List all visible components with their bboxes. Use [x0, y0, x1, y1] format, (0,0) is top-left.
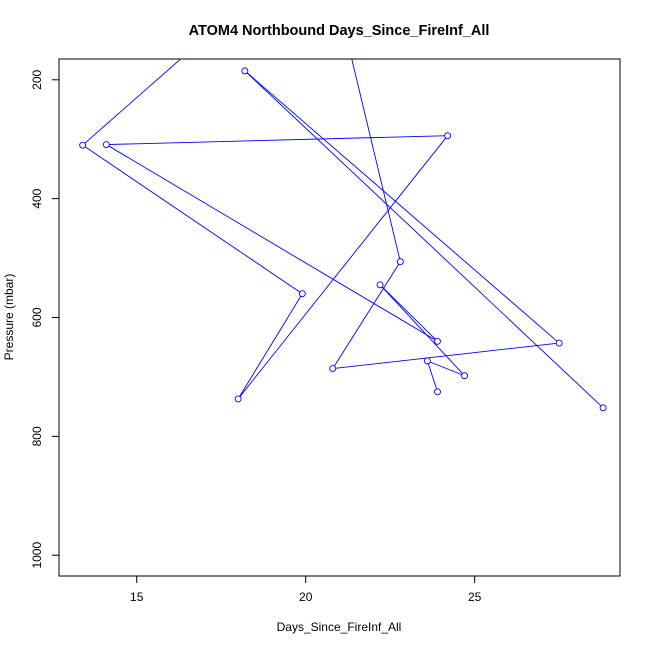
series-line-segment: [379, 284, 465, 377]
y-tick-label: 400: [30, 188, 44, 208]
series-line-segment: [427, 360, 465, 377]
data-point: [555, 339, 563, 347]
data-point: [241, 67, 249, 75]
data-point: [423, 357, 431, 365]
series-line-segment: [332, 342, 560, 370]
data-point: [234, 395, 242, 403]
data-point: [396, 258, 404, 266]
data-point: [102, 141, 110, 149]
series-line-segment: [82, 59, 182, 146]
series-line-segment: [82, 144, 303, 295]
series-line-segment: [332, 261, 401, 369]
chart-title: ATOM4 Northbound Days_Since_FireInf_All: [189, 23, 490, 39]
x-tick-label: 15: [130, 590, 144, 604]
y-tick-label: 600: [30, 307, 44, 327]
data-point: [434, 388, 441, 396]
data-point: [599, 404, 607, 412]
data-point: [79, 141, 87, 149]
series-lines: [82, 59, 604, 409]
series-line-segment: [237, 135, 448, 400]
series-line-segment: [379, 284, 438, 342]
series-line-segment: [106, 135, 448, 146]
series-line-segment: [244, 70, 560, 344]
series-markers: [79, 67, 607, 412]
y-tick-label: 200: [30, 69, 44, 89]
y-axis: 200 400 600 800 1000: [30, 69, 59, 569]
series-line-segment: [351, 59, 401, 262]
y-axis-label: Pressure (mbar): [2, 274, 16, 361]
y-tick-label: 800: [30, 426, 44, 446]
x-axis: 15 20 25: [130, 576, 482, 604]
data-point: [329, 365, 337, 373]
data-point: [461, 372, 468, 380]
x-tick-label: 20: [299, 590, 313, 604]
data-point: [444, 132, 452, 140]
series-line-segment: [426, 360, 438, 392]
plot-frame: [58, 58, 621, 577]
series-line-segment: [106, 144, 438, 342]
series-line-segment: [237, 293, 303, 400]
x-tick-label: 25: [468, 590, 482, 604]
series-line-segment: [244, 70, 604, 409]
data-point: [376, 281, 384, 289]
y-tick-label: 1000: [30, 542, 44, 569]
data-point: [434, 337, 441, 345]
data-point: [298, 290, 306, 298]
x-axis-label: Days_Since_FireInf_All: [277, 620, 402, 634]
